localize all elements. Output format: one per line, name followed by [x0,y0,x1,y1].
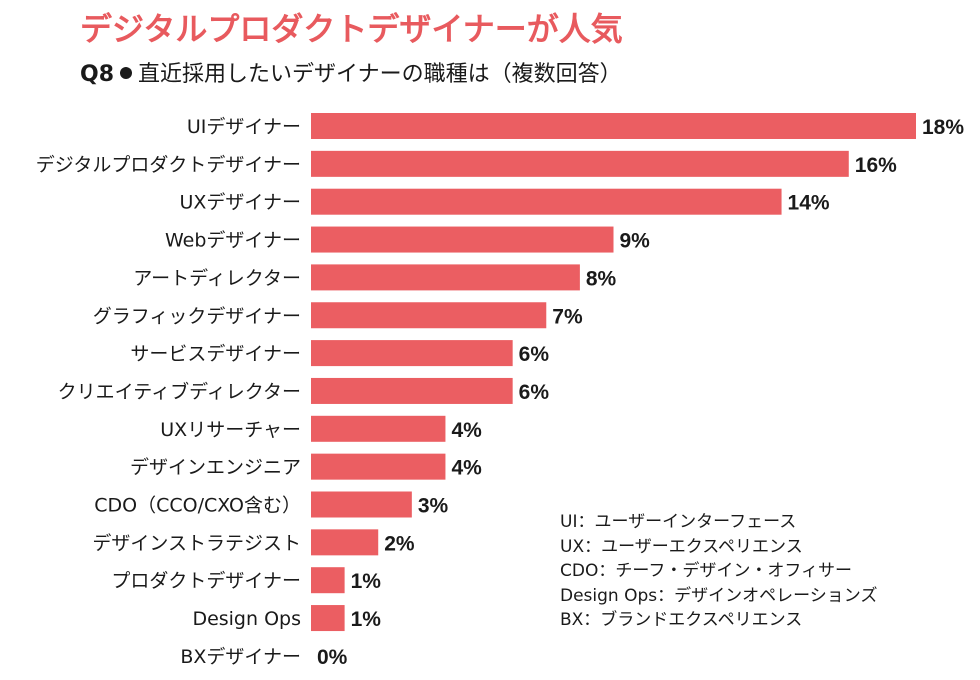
legend-note-design-ops: Design Ops：デザインオペレーションズ [560,585,878,606]
value-label: 7% [552,305,583,328]
value-label: 18% [922,116,964,139]
abbreviation-legend: UI：ユーザーインターフェース UX：ユーザーエクスペリエンス CDO：チーフ・… [560,510,877,633]
category-label: UXデザイナー [179,192,301,214]
value-label: 14% [788,192,830,215]
chart-title: デジタルプロダクトデザイナーが人気 [80,10,623,48]
bar [311,340,513,367]
value-label: 1% [351,570,382,593]
category-label: Design Ops [192,608,301,630]
value-label: 2% [384,532,415,555]
bar [311,415,446,442]
value-label: 3% [418,495,449,518]
bar [311,188,782,215]
bar [311,529,379,556]
category-label: UIデザイナー [187,116,301,138]
value-label: 16% [855,154,897,177]
value-label: 1% [351,608,382,631]
value-label: 9% [620,230,651,253]
category-label: デザインエンジニア [130,457,301,479]
bar [311,264,580,291]
value-label: 4% [451,419,482,442]
bar [311,302,547,329]
category-label: アートディレクター [133,267,301,289]
bar [311,113,916,139]
category-label: グラフィックデザイナー [93,305,301,327]
value-label: 0% [317,646,348,669]
legend-note-ux: UX：ユーザーエクスペリエンス [560,536,803,557]
category-label: デジタルプロダクトデザイナー [36,154,301,176]
category-label: BXデザイナー [180,646,301,668]
category-label: UXリサーチャー [160,419,301,441]
bar [311,491,412,518]
category-label: デザインストラテジスト [92,532,301,554]
category-label: クリエイティブディレクター [58,380,301,403]
category-label: プロダクトデザイナー [111,570,301,592]
value-label: 6% [519,343,550,366]
legend-note-ui: UI：ユーザーインターフェース [560,512,797,532]
legend-note-cdo: CDO：チーフ・デザイン・オフィサー [560,561,852,581]
bar [311,226,614,253]
legend-note-bx: BX：ブランドエクスペリエンス [560,610,803,630]
bullet-dot-icon [120,67,133,79]
value-label: 8% [586,267,617,290]
bar [311,150,849,177]
question-number: Q8 [80,62,115,87]
bar [311,453,446,480]
bar [311,377,513,404]
category-label: サービスデザイナー [130,343,301,365]
question-text: 直近採用したいデザイナーの職種は（複数回答） [138,62,622,87]
bar [311,605,345,632]
category-label: Webデザイナー [165,230,301,252]
value-label: 4% [451,457,482,480]
value-label: 6% [519,381,550,404]
question-line: Q8 直近採用したいデザイナーの職種は（複数回答） [80,56,622,88]
bar [311,567,345,594]
category-label: CDO（CCO/CXO含む） [94,495,301,517]
